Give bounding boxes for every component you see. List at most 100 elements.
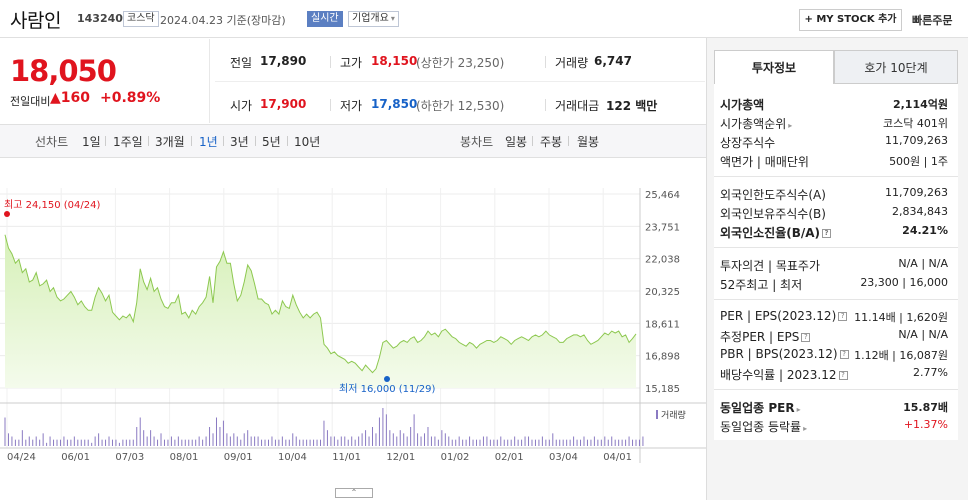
volume-bar xyxy=(302,439,304,446)
volume-bar xyxy=(163,439,165,446)
chart-scroll-handle[interactable]: ⌃ xyxy=(335,488,373,498)
volume-bar xyxy=(167,439,169,446)
tab-3m[interactable]: 3개월 xyxy=(155,135,185,149)
volume-bar xyxy=(524,436,526,446)
x-tick-label: 10/04 xyxy=(278,452,307,463)
week52-value: 23,300 | 16,000 xyxy=(860,276,948,289)
volume-bar xyxy=(458,436,460,446)
pbr-value: 1.12배 | 16,087원 xyxy=(854,349,948,362)
shares-row: 상장주식수 11,709,263 xyxy=(720,134,948,152)
volume-bar xyxy=(451,439,453,446)
volume-bar xyxy=(528,436,530,446)
volume-bar xyxy=(455,439,457,446)
line-chart-label[interactable]: 선차트 xyxy=(35,135,69,149)
info-icon[interactable]: ? xyxy=(838,312,848,321)
volume-bar xyxy=(351,436,353,446)
tab-1w[interactable]: 1주일 xyxy=(113,135,143,149)
volume-bar xyxy=(444,433,446,446)
low-label: 저가 xyxy=(340,99,363,113)
foreign-ratio-text: 외국인소진율(B/A) xyxy=(720,226,821,240)
volume-bar xyxy=(514,436,516,446)
amount-number: 122 xyxy=(606,99,632,113)
date-text: 2024.04.23 기준(장마감) xyxy=(160,14,286,27)
info-icon[interactable]: ? xyxy=(801,333,811,342)
volume-bar xyxy=(611,436,613,446)
tab-order-book[interactable]: 호가 10단계 xyxy=(834,50,958,84)
market-cap-rank-row: 시가총액순위 ▸ 코스닥 401위 xyxy=(720,115,948,133)
industry-per-label[interactable]: 동일업종 PER ▸ xyxy=(720,399,801,416)
realtime-button[interactable]: 실시간 xyxy=(307,11,343,27)
volume-bar xyxy=(46,442,48,446)
volume-bar xyxy=(586,439,588,446)
info-icon[interactable]: ? xyxy=(822,229,832,238)
add-mystock-button[interactable]: + MY STOCK 추가 xyxy=(799,9,902,31)
volume-bar xyxy=(507,439,509,446)
info-icon[interactable]: ? xyxy=(838,371,848,380)
industry-per-text: 동일업종 PER xyxy=(720,401,795,415)
tab-investment-info[interactable]: 투자정보 xyxy=(714,50,834,84)
est-per-row: 추정PER | EPS? N/A | N/A xyxy=(720,328,948,346)
opinion-row: 투자의견 | 목표주가 N/A | N/A xyxy=(720,257,948,275)
volume-bar xyxy=(347,439,349,446)
volume-bar xyxy=(98,433,100,446)
volume-bar xyxy=(184,439,186,446)
volume-bar xyxy=(493,439,495,446)
tab-10y[interactable]: 10년 xyxy=(294,135,321,149)
volume-bar xyxy=(566,439,568,446)
x-tick-label: 09/01 xyxy=(224,452,253,463)
y-tick-label: 25,464 xyxy=(645,190,680,201)
foreign-ratio-value: 24.21% xyxy=(902,224,948,237)
x-tick-label: 06/01 xyxy=(61,452,90,463)
price-chart[interactable]: 25,464 23,751 22,038 20,325 18,611 16,898 15,1… xyxy=(0,158,706,488)
tab-monthly[interactable]: 월봉 xyxy=(577,135,600,149)
volume-bar xyxy=(177,436,179,446)
prev-close-value: 17,890 xyxy=(260,54,307,68)
tab-3y[interactable]: 3년 xyxy=(230,135,249,149)
tab-1d[interactable]: 1일 xyxy=(82,135,101,149)
volume-bar xyxy=(378,417,380,446)
tab-weekly[interactable]: 주봉 xyxy=(540,135,563,149)
volume-bar xyxy=(326,430,328,446)
volume-bar xyxy=(593,436,595,446)
divider xyxy=(545,56,546,68)
volume-bar xyxy=(392,433,394,446)
volume-bar xyxy=(489,439,491,446)
volume-bar xyxy=(406,436,408,446)
dividend-row: 배당수익률 | 2023.12? 2.77% xyxy=(720,366,948,384)
per-label: PER | EPS(2023.12)? xyxy=(720,309,848,323)
company-info-label: 기업개요 xyxy=(352,13,389,24)
candle-chart-label[interactable]: 봉차트 xyxy=(460,135,494,149)
volume-bar xyxy=(32,439,34,446)
market-cap-value: 2,114억원 xyxy=(892,98,948,111)
divider xyxy=(255,136,256,146)
volume-bar xyxy=(614,439,616,446)
quick-order-link[interactable]: 빠른주문 xyxy=(912,14,953,27)
tab-1y[interactable]: 1년 xyxy=(199,135,218,149)
volume-bar xyxy=(580,439,582,446)
volume-bar xyxy=(160,433,162,446)
info-icon[interactable]: ? xyxy=(839,350,849,359)
volume-bar xyxy=(222,420,224,446)
market-cap-rank-label[interactable]: 시가총액순위 ▸ xyxy=(720,115,792,132)
volume-bar xyxy=(569,439,571,446)
foreign-limit-value: 11,709,263 xyxy=(885,186,948,199)
volume-bar xyxy=(479,439,481,446)
volume-bar xyxy=(299,439,301,446)
volume-bar xyxy=(35,436,37,446)
volume-bar xyxy=(271,436,273,446)
volume-bar xyxy=(410,427,412,446)
tab-5y[interactable]: 5년 xyxy=(262,135,281,149)
investment-info-body xyxy=(714,50,958,440)
volume-bar xyxy=(365,430,367,446)
tab-daily[interactable]: 일봉 xyxy=(505,135,528,149)
volume-bar xyxy=(382,408,384,446)
volume-bar xyxy=(261,439,263,446)
market-badge: 코스닥 xyxy=(123,11,159,27)
opinion-label: 투자의견 | 목표주가 xyxy=(720,259,820,273)
industry-change-label[interactable]: 동일업종 등락률 ▸ xyxy=(720,418,807,435)
volume-bar xyxy=(607,439,609,446)
volume-bar xyxy=(70,439,72,446)
company-info-dropdown[interactable]: 기업개요 ▾ xyxy=(348,11,399,27)
chevron-right-icon: ▸ xyxy=(796,405,801,414)
change-value: ▲160 xyxy=(50,90,90,106)
